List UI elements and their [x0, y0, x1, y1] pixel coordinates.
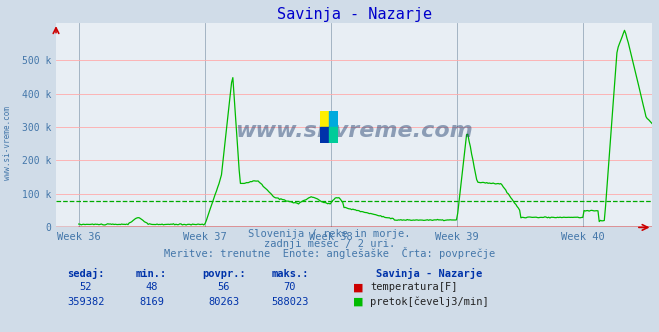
Text: sedaj:: sedaj: — [67, 268, 104, 279]
Text: 48: 48 — [146, 283, 158, 292]
Text: Meritve: trenutne  Enote: anglešaške  Črta: povprečje: Meritve: trenutne Enote: anglešaške Črta… — [164, 247, 495, 259]
Title: Savinja - Nazarje: Savinja - Nazarje — [277, 7, 432, 22]
Text: 52: 52 — [80, 283, 92, 292]
Text: Slovenija / reke in morje.: Slovenija / reke in morje. — [248, 229, 411, 239]
Text: ■: ■ — [353, 297, 363, 307]
Text: 588023: 588023 — [272, 297, 308, 307]
Text: pretok[čevelj3/min]: pretok[čevelj3/min] — [370, 296, 489, 307]
Text: min.:: min.: — [136, 269, 167, 279]
Text: 359382: 359382 — [67, 297, 104, 307]
Text: maks.:: maks.: — [272, 269, 308, 279]
Text: 8169: 8169 — [139, 297, 164, 307]
Text: temperatura[F]: temperatura[F] — [370, 283, 458, 292]
Bar — [320, 111, 329, 127]
Bar — [329, 127, 338, 143]
Text: 80263: 80263 — [208, 297, 240, 307]
Text: Savinja - Nazarje: Savinja - Nazarje — [376, 268, 482, 279]
Text: povpr.:: povpr.: — [202, 269, 246, 279]
Text: www.si-vreme.com: www.si-vreme.com — [3, 106, 13, 180]
Text: ■: ■ — [353, 283, 363, 292]
Bar — [320, 127, 329, 143]
Text: 56: 56 — [218, 283, 230, 292]
Text: www.si-vreme.com: www.si-vreme.com — [235, 122, 473, 141]
Text: zadnji mesec / 2 uri.: zadnji mesec / 2 uri. — [264, 239, 395, 249]
Bar — [329, 111, 338, 127]
Text: 70: 70 — [284, 283, 296, 292]
